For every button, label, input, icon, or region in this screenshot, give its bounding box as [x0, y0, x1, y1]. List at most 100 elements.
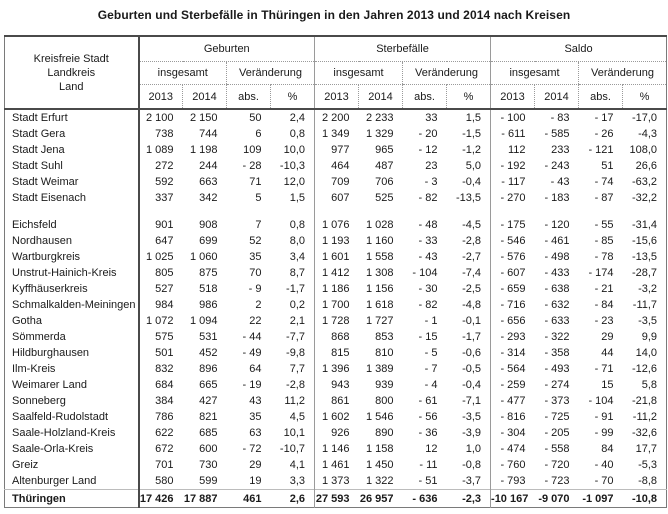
value-cell: 672 [155, 443, 174, 455]
value-cell: 17,7 [635, 443, 658, 455]
value-cell: - 433 [544, 267, 570, 279]
value-cell: 1 198 [189, 144, 218, 156]
value-cell: 738 [155, 128, 174, 140]
value-cell: 800 [375, 395, 394, 407]
table-row: Eichsfeld 901 908 7 0,8 1 076 1 028 - 48 -4,5 - 1… [4, 217, 667, 233]
value-cell: - 20 [418, 128, 438, 140]
value-cell: 63 [249, 427, 262, 439]
spacer-cell [314, 206, 359, 217]
value-cell: - 716 [490, 297, 535, 313]
value-cell: -10,7 [279, 443, 305, 455]
value-cell: 1,0 [465, 443, 482, 455]
value-cell: 2,1 [289, 315, 305, 327]
value-cell: - 461 [544, 235, 570, 247]
value-cell: - 26 [594, 128, 614, 140]
value-cell: 1 546 [365, 411, 394, 423]
value-cell: -21,8 [631, 395, 658, 407]
value-cell: 701 [155, 459, 174, 471]
value-cell: 5,0 [465, 160, 482, 172]
spacer-row [4, 206, 667, 217]
value-cell: - 760 [490, 457, 535, 473]
value-cell: 810 [375, 347, 394, 359]
col-pct: % [270, 84, 315, 110]
value-cell: 9,9 [641, 331, 658, 343]
value-cell: 12,0 [283, 176, 305, 188]
row-label: Saale-Holzland-Kreis [4, 425, 140, 441]
value-cell: - 85 [594, 235, 614, 247]
row-label: Ilm-Kreis [4, 361, 140, 377]
value-cell: -0,5 [462, 363, 482, 375]
value-cell: 0,8 [289, 128, 305, 140]
spacer-cell [490, 206, 535, 217]
table-row: Kyffhäuserkreis 527 518 - 9 -1,7 1 186 1 156 - … [4, 281, 667, 297]
value-cell: -2,3 [446, 489, 491, 508]
value-cell: -10 167 [490, 489, 535, 508]
value-cell: 531 [199, 331, 218, 343]
value-cell: 786 [155, 411, 174, 423]
value-cell: - 183 [544, 192, 570, 204]
subheader-insgesamt: insgesamt [490, 61, 579, 85]
header-subgroup-row: insgesamt Veränderung insgesamt Veränder… [5, 61, 667, 85]
col-2013: 2013 [138, 84, 183, 110]
table-row: Hildburghausen 501 452 - 49 -9,8 815 810 - 5 -0,… [4, 345, 667, 361]
value-cell: 26,6 [635, 160, 658, 172]
value-cell: 244 [199, 160, 218, 172]
value-cell: 908 [199, 219, 218, 231]
value-cell: 684 [155, 379, 174, 391]
value-cell: 1 193 [314, 233, 359, 249]
value-cell: 2,4 [289, 112, 305, 124]
table-row: Unstrut-Hainich-Kreis 805 875 70 8,7 1 412 1 3… [4, 265, 667, 281]
table-row: Saale-Orla-Kreis 672 600 - 72 -10,7 1 146 1 15… [4, 441, 667, 457]
value-cell: 853 [375, 331, 394, 343]
value-cell: - 104 [412, 267, 438, 279]
value-cell: 1 028 [365, 219, 394, 231]
spacer-cell [623, 206, 667, 217]
value-cell: 939 [375, 379, 394, 391]
value-cell: - 607 [490, 265, 535, 281]
value-cell: -13,5 [631, 251, 658, 263]
value-cell: -10,8 [622, 489, 667, 508]
row-header-cell: Kreisfreie Stadt Landkreis Land [4, 36, 140, 110]
value-cell: 890 [375, 427, 394, 439]
value-cell: 977 [314, 142, 359, 158]
value-cell: -3,5 [462, 411, 482, 423]
value-cell: 685 [199, 427, 218, 439]
table-row: Stadt Gera 738 744 6 0,8 1 349 1 329 - 20 -1,5 - … [4, 126, 667, 142]
value-cell: 29 [249, 459, 262, 471]
value-cell: 0,8 [289, 219, 305, 231]
value-cell: - 274 [544, 379, 570, 391]
value-cell: -1 097 [578, 489, 623, 508]
value-cell: - 564 [490, 361, 535, 377]
value-cell: - 656 [490, 313, 535, 329]
value-cell: - 7 [424, 363, 438, 375]
row-label: Thüringen [4, 489, 140, 508]
value-cell: 1 461 [314, 457, 359, 473]
value-cell: 8,7 [289, 267, 305, 279]
value-cell: 805 [155, 267, 174, 279]
value-cell: - 314 [490, 345, 535, 361]
value-cell: - 30 [418, 283, 438, 295]
value-cell: -11,2 [632, 411, 658, 423]
table-row: Wartburgkreis 1 025 1 060 35 3,4 1 601 1 558 - … [4, 249, 667, 265]
value-cell: - 44 [242, 331, 262, 343]
value-cell: - 19 [242, 379, 262, 391]
value-cell: 861 [314, 393, 359, 409]
value-cell: - 558 [544, 443, 570, 455]
column-group-geburten: Geburten [138, 36, 315, 62]
table-row: Ilm-Kreis 832 896 64 7,7 1 396 1 389 - 7 -0,5 - 5… [4, 361, 667, 377]
value-cell: -4,8 [462, 299, 482, 311]
value-cell: 730 [199, 459, 218, 471]
value-cell: -7,7 [286, 331, 305, 343]
value-cell: -0,1 [462, 315, 482, 327]
value-cell: 1 158 [365, 443, 394, 455]
value-cell: 5,8 [641, 379, 658, 391]
value-cell: 2 100 [145, 112, 174, 124]
value-cell: 2 150 [189, 112, 218, 124]
value-cell: - 15 [418, 331, 438, 343]
value-cell: - 358 [544, 347, 570, 359]
value-cell: - 70 [594, 475, 614, 487]
value-cell: - 725 [544, 411, 570, 423]
value-cell: - 82 [418, 299, 438, 311]
value-cell: - 477 [490, 393, 535, 409]
value-cell: - 28 [242, 160, 262, 172]
